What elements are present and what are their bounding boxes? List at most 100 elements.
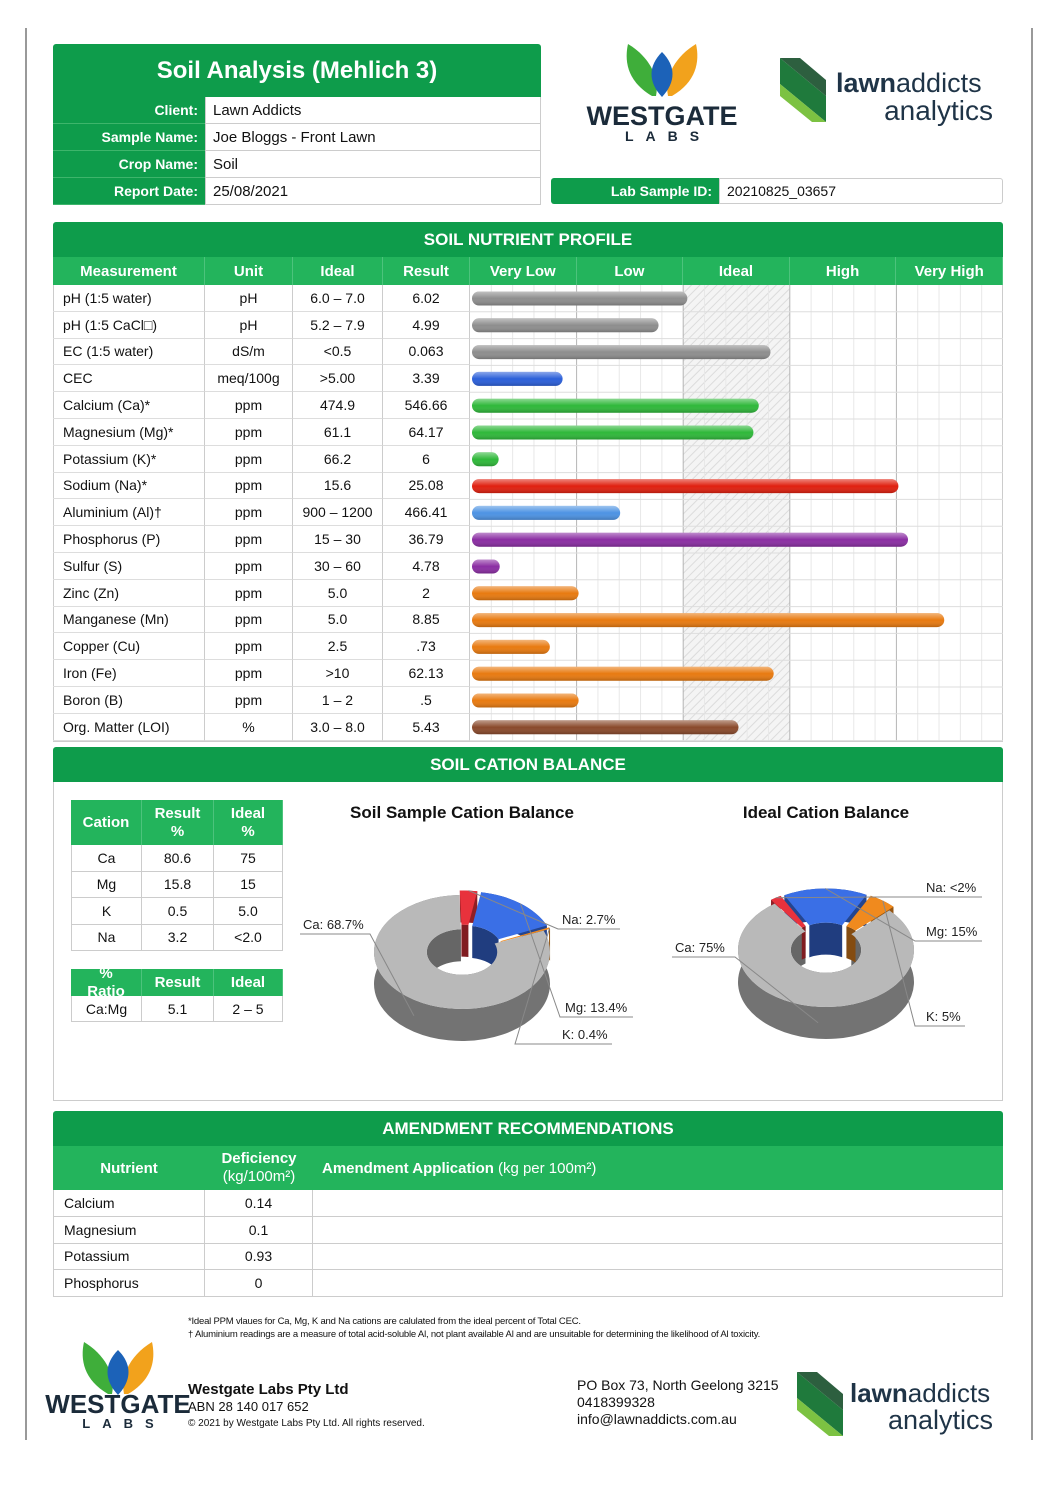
abn: ABN 28 140 017 652 — [188, 1399, 309, 1414]
table-cell: ppm — [205, 687, 293, 714]
table-cell: 0.063 — [383, 338, 470, 366]
level-header: High — [790, 257, 897, 285]
column-header: Deficiency (kg/100m²) — [205, 1146, 313, 1190]
lawnaddicts-wordmark: lawnaddicts — [850, 1378, 990, 1408]
chart-title: Soil Sample Cation Balance — [350, 803, 574, 822]
table-cell: ppm — [205, 419, 293, 446]
table-cell: 75 — [214, 845, 283, 872]
table-cell: Magnesium — [53, 1216, 205, 1244]
table-cell: 15.8 — [142, 871, 214, 898]
table-cell: 0 — [205, 1270, 313, 1297]
table-cell: 5.0 — [293, 579, 383, 607]
table-cell: Manganese (Mn) — [53, 606, 205, 634]
lab-id-value: 20210825_03657 — [719, 178, 1003, 204]
table-cell: ppm — [205, 606, 293, 634]
lawnaddicts-logo-footer: lawnaddicts analytics — [797, 1372, 993, 1436]
westgate-logo-footer: WESTGATE LABS — [45, 1342, 191, 1431]
table-cell: Iron (Fe) — [53, 660, 205, 687]
table-cell: 25.08 — [383, 472, 470, 500]
table-cell: >5.00 — [293, 365, 383, 393]
column-header: % Ratio — [71, 965, 142, 1000]
field-label: Crop Name: — [53, 151, 205, 178]
table-cell: Magnesium (Mg)* — [53, 419, 205, 446]
section-title-bar: AMENDMENT RECOMMENDATIONS — [53, 1111, 1003, 1146]
chart-title: Ideal Cation Balance — [742, 803, 910, 822]
level-header: Very Low — [470, 257, 577, 285]
report-title-bar: Soil Analysis (Mehlich 3) — [53, 44, 541, 97]
field-label: Report Date: — [53, 178, 205, 205]
lab-id-label: Lab Sample ID: — [551, 178, 719, 204]
column-unit: (kg per 100m²) — [497, 1159, 597, 1177]
table-cell: 5.43 — [383, 713, 470, 741]
table-cell: 5.0 — [214, 898, 283, 925]
table-cell: 61.1 — [293, 419, 383, 446]
table-cell: 474.9 — [293, 392, 383, 419]
column-header: Amendment Application (kg per 100m²) — [313, 1146, 1003, 1190]
column-unit: (kg/100m²) — [222, 1168, 296, 1185]
table-cell: Phosphorus (P) — [53, 526, 205, 553]
column-header: Ideal % — [214, 800, 283, 845]
table-cell: Mg — [71, 871, 142, 898]
lawnaddicts-logo: lawnaddicts analytics — [780, 58, 993, 126]
column-title: Deficiency — [221, 1150, 297, 1167]
table-cell: Aluminium (Al)† — [53, 499, 205, 527]
table-cell: CEC — [53, 365, 205, 393]
table-cell: 80.6 — [142, 845, 214, 872]
table-cell: pH (1:5 CaCl□) — [53, 311, 205, 339]
table-cell: Zinc (Zn) — [53, 579, 205, 607]
table-cell: 36.79 — [383, 526, 470, 553]
table-cell: 0.5 — [142, 898, 214, 925]
column-header: Measurement — [53, 257, 205, 285]
table-cell: 5.2 – 7.9 — [293, 311, 383, 339]
table-cell: Org. Matter (LOI) — [53, 713, 205, 741]
table-cell: ppm — [205, 553, 293, 580]
field-value: 25/08/2021 — [205, 178, 541, 205]
field-label: Sample Name: — [53, 124, 205, 151]
section-title-bar: SOIL NUTRIENT PROFILE — [53, 222, 1003, 257]
table-cell: 466.41 — [383, 499, 470, 527]
table-cell: Phosphorus — [53, 1270, 205, 1297]
footnote: † Aluminium readings are a measure of to… — [188, 1328, 761, 1340]
table-cell: 3.0 – 8.0 — [293, 713, 383, 741]
table-cell: 15.6 — [293, 472, 383, 500]
table-cell: 64.17 — [383, 419, 470, 446]
table-cell: 2 — [383, 579, 470, 607]
table-cell: Ca:Mg — [71, 996, 142, 1022]
table-cell: Potassium (K)* — [53, 445, 205, 473]
table-cell: .5 — [383, 687, 470, 714]
table-cell: 4.99 — [383, 311, 470, 339]
table-cell: ppm — [205, 472, 293, 500]
table-cell: Sulfur (S) — [53, 553, 205, 580]
lawn-text: lawn — [850, 1378, 908, 1408]
table-cell — [313, 1190, 1003, 1217]
table-cell: 30 – 60 — [293, 553, 383, 580]
westgate-wordmark: WESTGATE — [45, 1389, 190, 1419]
table-cell: >10 — [293, 660, 383, 687]
analytics-wordmark: analytics — [888, 1405, 993, 1435]
table-cell: 2.5 — [293, 633, 383, 661]
table-cell: 6 — [383, 445, 470, 473]
table-header-row — [53, 257, 1003, 285]
table-cell: 0.1 — [205, 1216, 313, 1244]
addicts-text: addicts — [896, 68, 982, 98]
table-cell: 62.13 — [383, 660, 470, 687]
table-cell: <0.5 — [293, 338, 383, 366]
table-cell: 2 – 5 — [214, 996, 283, 1022]
section-title-bar: SOIL CATION BALANCE — [53, 747, 1003, 782]
analytics-wordmark: analytics — [884, 95, 993, 126]
table-cell: 1 – 2 — [293, 687, 383, 714]
westgate-wordmark: WESTGATE — [587, 101, 738, 131]
table-cell: ppm — [205, 579, 293, 607]
table-cell: ppm — [205, 445, 293, 473]
table-cell: K — [71, 898, 142, 925]
table-cell: 6.0 – 7.0 — [293, 285, 383, 312]
table-cell: 4.78 — [383, 553, 470, 580]
table-cell: 0.93 — [205, 1243, 313, 1271]
copyright: © 2021 by Westgate Labs Pty Ltd. All rig… — [188, 1418, 425, 1429]
table-cell: Calcium (Ca)* — [53, 392, 205, 419]
table-cell: 6.02 — [383, 285, 470, 312]
address-line: PO Box 73, North Geelong 3215 — [577, 1377, 779, 1393]
table-cell: Sodium (Na)* — [53, 472, 205, 500]
level-header: Ideal — [683, 257, 790, 285]
